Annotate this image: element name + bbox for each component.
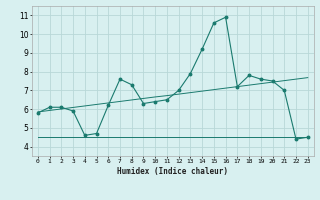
X-axis label: Humidex (Indice chaleur): Humidex (Indice chaleur) (117, 167, 228, 176)
